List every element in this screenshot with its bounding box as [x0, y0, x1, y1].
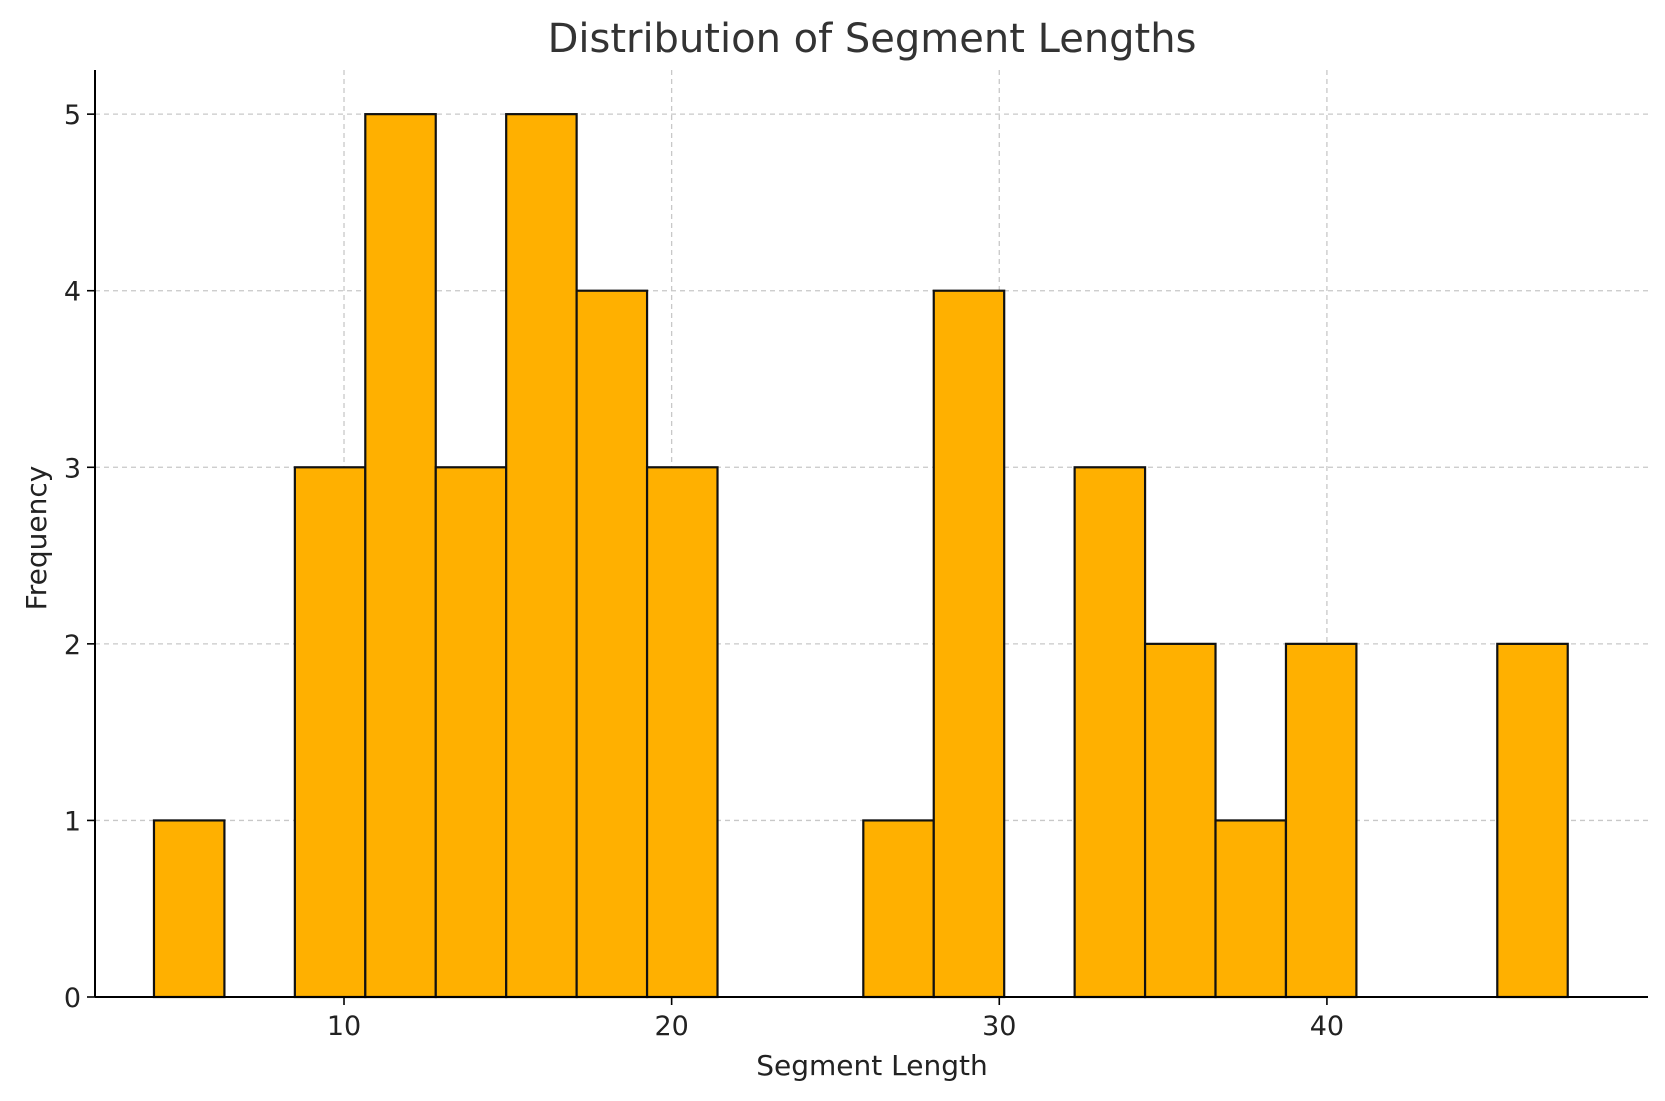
y-tick-label: 0 — [64, 983, 81, 1014]
y-tick-label: 5 — [64, 100, 81, 131]
histogram-bar-5 — [575, 289, 649, 999]
histogram-bar-12 — [1284, 642, 1358, 999]
histogram-bar-3 — [434, 466, 508, 999]
axes — [87, 70, 1648, 1005]
x-tick-label: 40 — [1310, 1011, 1344, 1042]
tick-labels: 10 20 30 40 0 1 2 3 4 5 — [64, 100, 1344, 1042]
histogram-bar-9 — [1073, 466, 1147, 999]
histogram-bar-7 — [862, 819, 935, 999]
y-tick-label: 2 — [64, 630, 81, 661]
histogram-bar-8 — [932, 289, 1006, 999]
histogram-bar-4 — [505, 113, 578, 999]
histogram-bar-2 — [364, 113, 437, 999]
y-tick-label: 4 — [64, 277, 81, 308]
x-tick-label: 10 — [327, 1011, 361, 1042]
x-tick-label: 30 — [982, 1011, 1016, 1042]
y-tick-label: 1 — [64, 806, 81, 837]
y-tick-label: 3 — [64, 453, 81, 484]
x-tick-label: 20 — [654, 1011, 688, 1042]
histogram-bar-11 — [1214, 819, 1288, 999]
histogram-bar-1 — [293, 466, 367, 999]
histogram-bars — [152, 113, 1569, 999]
histogram-bar-13 — [1496, 642, 1569, 999]
histogram-bar-0 — [152, 819, 226, 999]
y-axis-label: Frequency — [20, 466, 53, 611]
histogram-bar-10 — [1143, 642, 1217, 999]
chart-title: Distribution of Segment Lengths — [548, 16, 1197, 62]
x-axis-label: Segment Length — [756, 1049, 987, 1082]
histogram-bar-6 — [645, 466, 719, 999]
